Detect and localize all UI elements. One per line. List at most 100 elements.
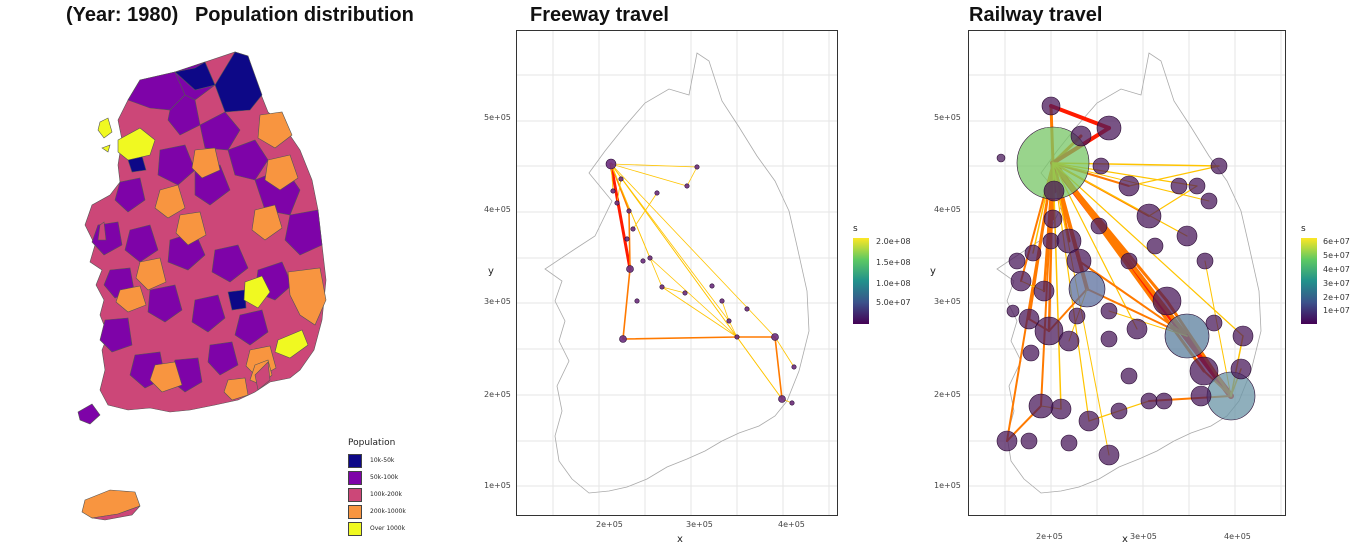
city-node (1188, 177, 1206, 195)
legend-swatch (348, 454, 362, 468)
city-node (682, 290, 688, 296)
city-node (778, 395, 786, 403)
legend-label: Over 1000k (370, 525, 406, 532)
city-node (719, 298, 725, 304)
flow-line (661, 286, 738, 338)
freeway-title: Freeway travel (530, 4, 669, 26)
region (234, 309, 269, 346)
city-node (1140, 392, 1158, 410)
y-tick: 1e+05 (934, 481, 961, 490)
flow-line (686, 166, 698, 187)
region (191, 147, 221, 179)
population-panel: (Year: 1980) Population distribution (0, 0, 460, 550)
population-legend-title: Population (348, 438, 396, 448)
city-node (709, 283, 715, 289)
city-node (610, 188, 616, 194)
city-node (654, 190, 660, 196)
railway-colorbar (1301, 238, 1317, 324)
city-node (1200, 192, 1218, 210)
city-node (1034, 316, 1064, 346)
city-node (1070, 125, 1092, 147)
flow-line (1006, 162, 1054, 442)
coastline (996, 52, 1262, 494)
region (264, 154, 299, 191)
flow-line (721, 300, 730, 322)
population-legend-item: 200k-1000k (348, 505, 448, 520)
city-node (1110, 402, 1128, 420)
region (227, 289, 247, 311)
freeway-colorbar (853, 238, 869, 324)
x-axis-label: x (1122, 534, 1128, 545)
legend-label: 200k-1000k (370, 508, 406, 515)
region (157, 144, 196, 186)
legend-swatch (348, 471, 362, 485)
flow-line (610, 163, 730, 322)
y-axis-label: y (488, 266, 494, 277)
y-tick: 5e+05 (934, 113, 961, 122)
legend-swatch (348, 488, 362, 502)
city-node (726, 318, 732, 324)
region (167, 94, 201, 136)
region (115, 285, 147, 313)
y-tick: 4e+05 (934, 205, 961, 214)
flow-line (736, 336, 783, 400)
x-tick: 4e+05 (778, 520, 805, 529)
colorbar-tick: 2e+07 (1323, 293, 1350, 302)
flow-line (774, 336, 795, 368)
city-node (1092, 157, 1110, 175)
region (124, 224, 159, 263)
railway-title: Railway travel (969, 4, 1103, 26)
city-node (626, 208, 632, 214)
city-node (1058, 330, 1080, 352)
city-node (1170, 177, 1188, 195)
city-node (1096, 115, 1122, 141)
region (97, 221, 107, 241)
city-node (1010, 270, 1032, 292)
city-node (626, 265, 634, 273)
region (174, 61, 216, 91)
x-axis-label: x (677, 534, 683, 545)
flow-line (610, 163, 776, 338)
city-node (734, 334, 740, 340)
legend-label: 50k-100k (370, 474, 399, 481)
city-node (640, 258, 646, 264)
flow-line (610, 163, 738, 338)
city-node (1028, 393, 1054, 419)
city-node (1056, 228, 1082, 254)
legend-swatch (348, 522, 362, 536)
city-node (1042, 232, 1060, 250)
city-node (694, 164, 700, 170)
colorbar-tick: 3e+07 (1323, 279, 1350, 288)
y-tick: 4e+05 (484, 205, 511, 214)
city-node (1024, 244, 1042, 262)
y-axis-label: y (930, 266, 936, 277)
city-node (1120, 367, 1138, 385)
city-node (1176, 225, 1198, 247)
city-node (1020, 432, 1038, 450)
population-legend-item: 100k-200k (348, 488, 448, 503)
city-node (1206, 371, 1256, 421)
city-node (634, 298, 640, 304)
region (251, 204, 283, 241)
city-node (1152, 286, 1182, 316)
city-node (1068, 270, 1106, 308)
region (199, 111, 241, 151)
city-node (1068, 307, 1086, 325)
colorbar-tick: 2.0e+08 (876, 237, 911, 246)
city-node (1098, 444, 1120, 466)
region (223, 377, 249, 401)
region (175, 211, 207, 246)
freeway-flows (609, 162, 795, 404)
region (214, 51, 263, 113)
legend-swatch (348, 505, 362, 519)
region (135, 257, 167, 291)
city-node (1078, 410, 1100, 432)
population-map (77, 51, 327, 521)
region (257, 111, 293, 149)
city-node (1043, 209, 1063, 229)
colorbar-tick: 4e+07 (1323, 265, 1350, 274)
city-node (1230, 358, 1252, 380)
x-tick: 3e+05 (1130, 532, 1157, 541)
flow-line (610, 163, 688, 187)
city-node (1022, 344, 1040, 362)
